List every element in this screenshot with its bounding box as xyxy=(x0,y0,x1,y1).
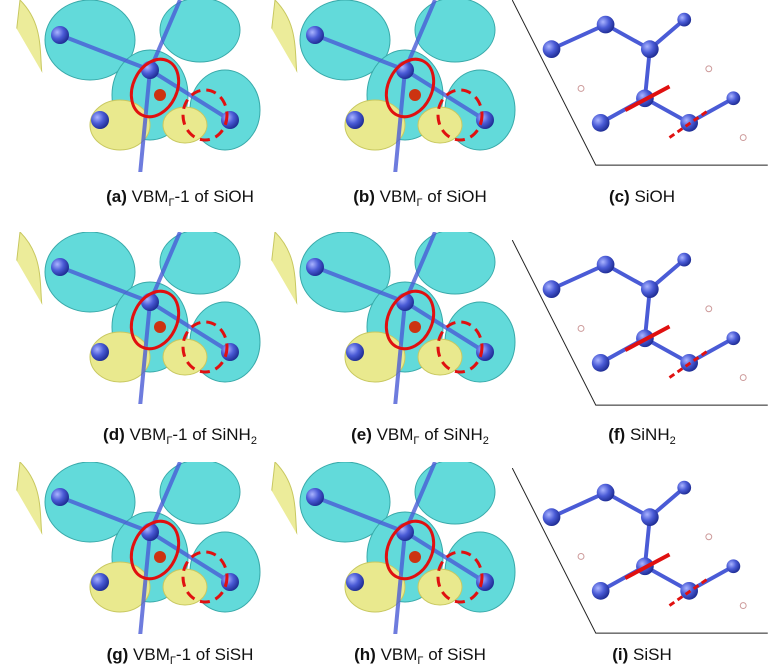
charge-density-image xyxy=(255,0,555,175)
caption-part: (a) xyxy=(106,187,127,206)
charge-density-image xyxy=(255,460,555,637)
charge-density-image xyxy=(255,230,555,407)
panel-caption: (f) SiNH2 xyxy=(608,425,676,446)
caption-part: Γ xyxy=(417,655,423,667)
panel-caption: (c) SiOH xyxy=(609,187,675,206)
caption-part: Γ xyxy=(168,197,174,209)
caption-part: (g) xyxy=(107,645,129,664)
caption-part: VBM xyxy=(376,645,418,664)
structure-image xyxy=(512,240,768,408)
panel-caption: (e) VBMΓ of SiNH2 xyxy=(351,425,489,446)
caption-part: Γ xyxy=(416,197,422,209)
caption-part: (c) xyxy=(609,187,630,206)
caption-part: Γ xyxy=(413,435,419,447)
caption-part: SiSH xyxy=(628,645,671,664)
caption-part: 2 xyxy=(670,435,676,447)
panel-caption: (h) VBMΓ of SiSH xyxy=(354,645,486,666)
structure-image xyxy=(512,0,768,168)
caption-part: 2 xyxy=(251,435,257,447)
caption-part: VBM xyxy=(127,187,169,206)
caption-part: VBM xyxy=(372,425,414,444)
caption-part: of SiOH xyxy=(423,187,487,206)
caption-part: (d) xyxy=(103,425,125,444)
structure-image xyxy=(512,468,768,636)
caption-part: VBM xyxy=(375,187,417,206)
charge-density-image xyxy=(0,230,300,407)
panel-caption: (a) VBMΓ-1 of SiOH xyxy=(106,187,254,208)
caption-part: -1 of SiSH xyxy=(176,645,253,664)
caption-part: SiOH xyxy=(630,187,675,206)
caption-part: (e) xyxy=(351,425,372,444)
charge-density-image xyxy=(0,0,300,175)
charge-density-image xyxy=(0,460,300,637)
caption-part: (b) xyxy=(353,187,375,206)
caption-part: of SiNH xyxy=(419,425,482,444)
panel-caption: (i) SiSH xyxy=(612,645,672,664)
caption-part: (h) xyxy=(354,645,376,664)
caption-part: -1 of SiNH xyxy=(172,425,250,444)
caption-part: VBM xyxy=(128,645,170,664)
caption-part: Γ xyxy=(166,435,172,447)
caption-part: (i) xyxy=(612,645,628,664)
panel-caption: (g) VBMΓ-1 of SiSH xyxy=(107,645,254,666)
panel-caption: (d) VBMΓ-1 of SiNH2 xyxy=(103,425,257,446)
panel-caption: (b) VBMΓ of SiOH xyxy=(353,187,487,208)
caption-part: (f) xyxy=(608,425,625,444)
caption-part: 2 xyxy=(483,435,489,447)
caption-part: Γ xyxy=(170,655,176,667)
caption-part: SiNH xyxy=(625,425,669,444)
caption-part: VBM xyxy=(125,425,167,444)
caption-part: -1 of SiOH xyxy=(175,187,254,206)
caption-part: of SiSH xyxy=(423,645,485,664)
